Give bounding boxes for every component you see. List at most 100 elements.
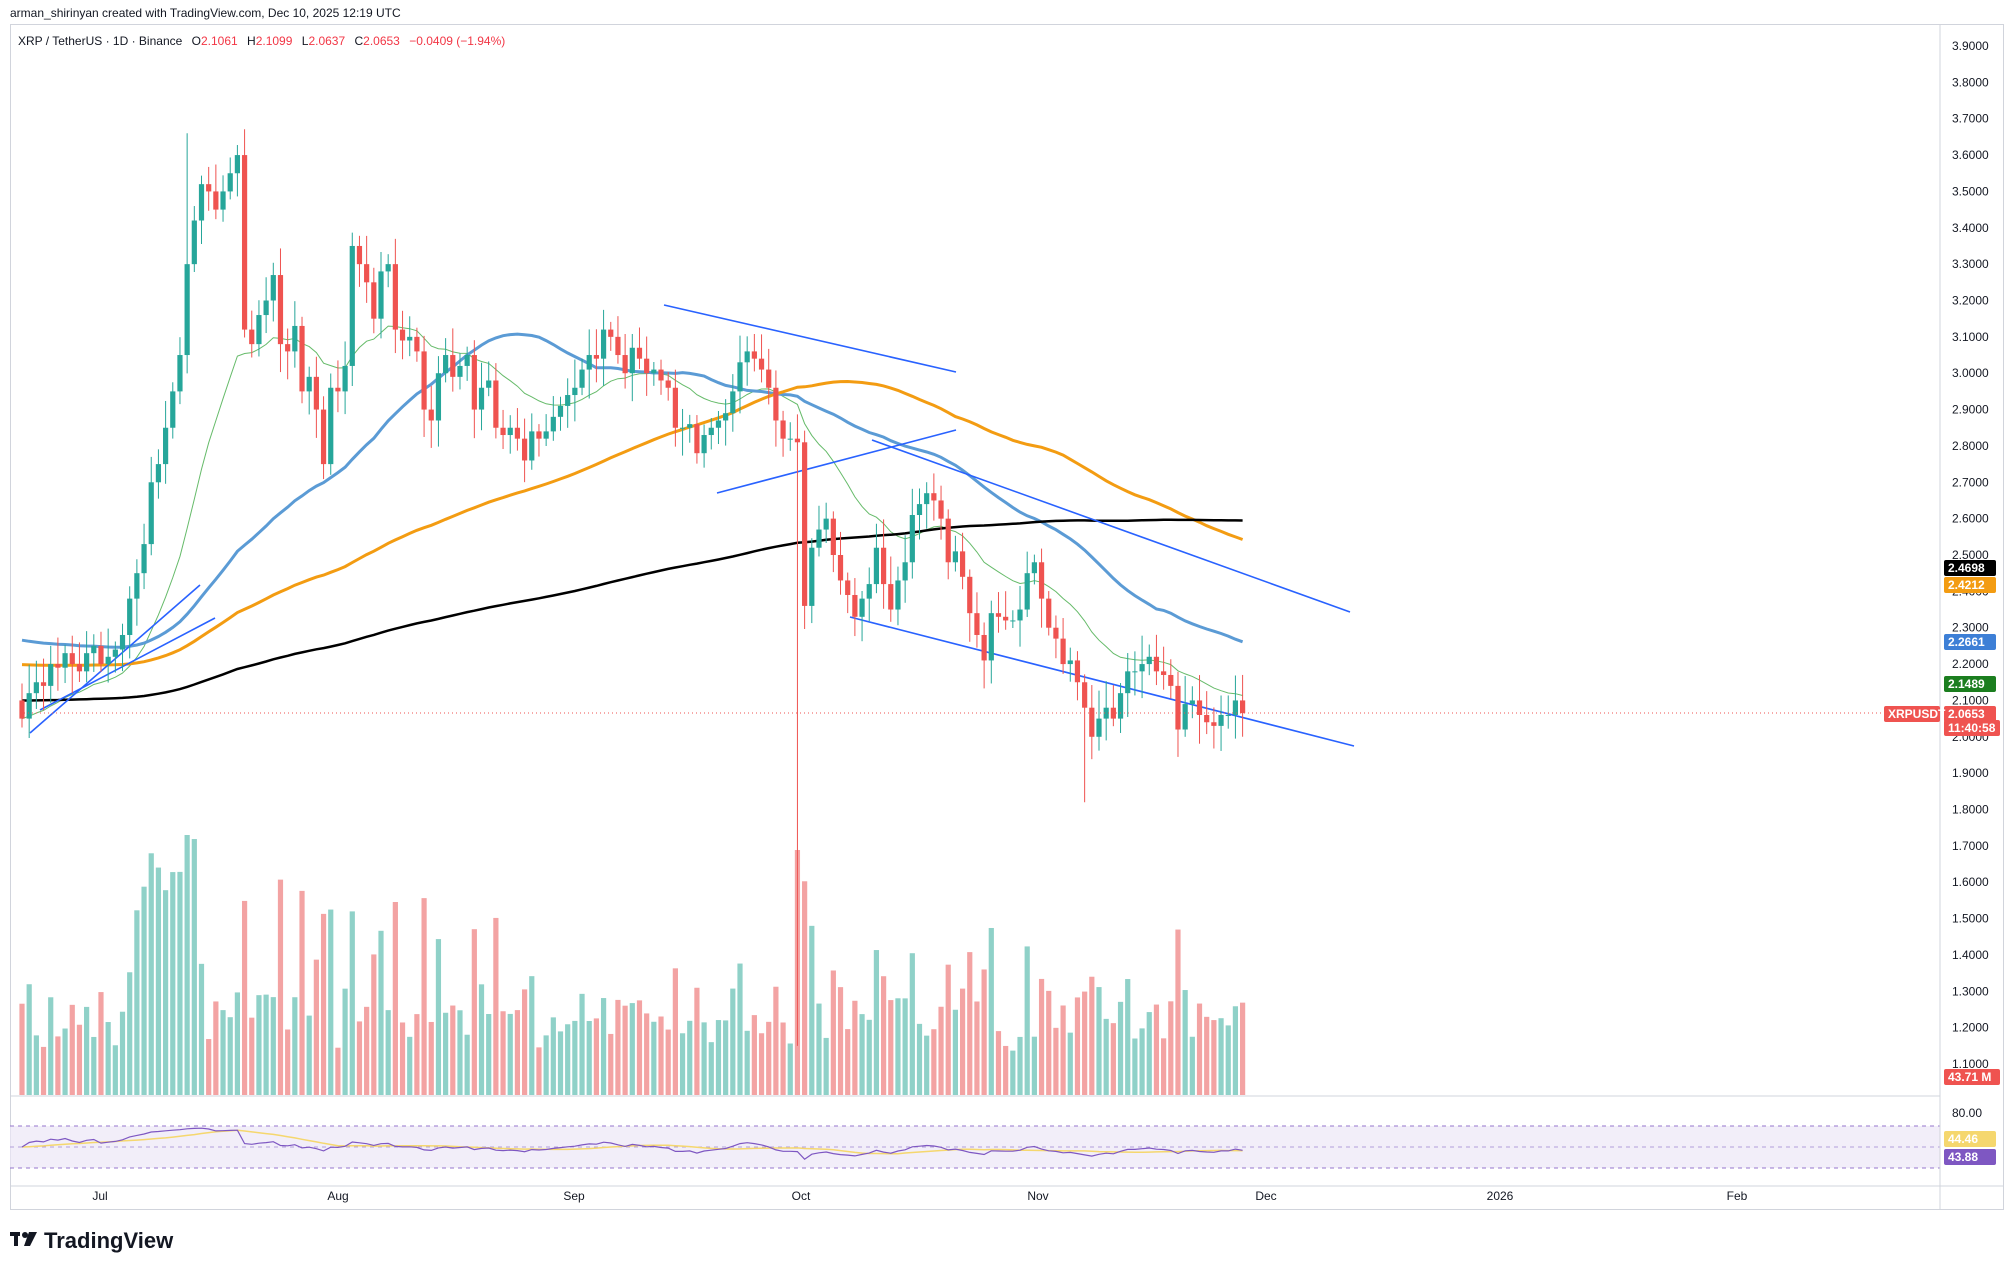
candle-body — [758, 358, 765, 370]
candle-body — [1103, 707, 1109, 719]
candle-body — [320, 409, 327, 465]
volume-bar — [514, 1010, 521, 1095]
candle-body — [1003, 616, 1009, 621]
candle-body — [356, 245, 363, 265]
candle-body — [177, 355, 183, 392]
volume-bar — [557, 1031, 564, 1095]
volume-bar — [1175, 929, 1181, 1095]
rsi-badge-bg — [1944, 1149, 1996, 1165]
candle-body — [342, 365, 348, 392]
candle-body — [852, 594, 858, 617]
volume-bar — [277, 879, 284, 1095]
candle-body — [220, 191, 226, 210]
candle-body — [170, 391, 176, 428]
tradingview-brand[interactable]: TradingView — [10, 1228, 173, 1254]
price-tick-label: 1.7000 — [1952, 839, 1989, 853]
candle-body — [1139, 664, 1145, 672]
volume-bar — [306, 1015, 312, 1095]
volume-bar — [1003, 1045, 1009, 1095]
price-tick-label: 3.1000 — [1952, 330, 1989, 344]
volume-bar — [163, 890, 169, 1095]
candle-body — [1110, 707, 1116, 719]
volume-bar — [1225, 1025, 1231, 1095]
candle-body — [127, 598, 133, 635]
sma200-badge-bg — [1944, 560, 1996, 576]
price-tick-label: 3.9000 — [1952, 39, 1989, 53]
volume-bar — [500, 1011, 506, 1095]
volume-bar — [802, 881, 808, 1095]
candle-body — [141, 544, 147, 574]
volume-bar — [644, 1013, 650, 1095]
volume-bar — [26, 984, 32, 1095]
candle-body — [1175, 685, 1181, 730]
volume-bar — [19, 1003, 25, 1095]
volume-bar — [349, 911, 355, 1095]
time-tick-label: Aug — [327, 1189, 348, 1203]
volume-bar — [780, 1022, 786, 1095]
candle-body — [572, 387, 578, 396]
candle-body — [967, 576, 973, 614]
volume-bar — [751, 1015, 757, 1095]
volume-bar — [428, 1021, 434, 1095]
volume-bar — [715, 1020, 722, 1095]
candle-body — [435, 373, 442, 421]
volume-bar — [816, 1003, 822, 1095]
candle-body — [48, 664, 54, 686]
candle-body — [184, 264, 190, 356]
volume-bar — [615, 999, 621, 1095]
time-tick-label: Dec — [1255, 1189, 1276, 1203]
candle-body — [737, 362, 743, 392]
candle-body — [565, 395, 571, 406]
volume-bar — [234, 992, 240, 1095]
candle-body — [909, 515, 915, 563]
volume-bar — [385, 1010, 391, 1095]
volume-bar — [392, 902, 398, 1095]
volume-bar — [478, 984, 485, 1095]
candle-body — [1074, 660, 1081, 683]
volume-bar — [371, 954, 377, 1095]
volume-bar — [873, 950, 880, 1095]
trendline — [849, 616, 1355, 747]
volume-bar — [787, 1043, 793, 1095]
volume-bar — [522, 989, 528, 1095]
volume-bar — [658, 1016, 664, 1095]
time-tick-label: Oct — [792, 1189, 811, 1203]
candle-body — [249, 329, 255, 345]
price-tick-label: 1.9000 — [1952, 766, 1989, 780]
volume-bar — [1146, 1012, 1152, 1095]
volume-bar — [1060, 1005, 1066, 1095]
price-tick-label: 2.5000 — [1952, 548, 1989, 562]
volume-bar — [457, 1010, 463, 1095]
volume-bar — [565, 1024, 571, 1095]
volume-bar — [586, 1020, 592, 1095]
candle-body — [26, 693, 32, 719]
volume-bar — [220, 1010, 226, 1095]
volume-bar — [299, 890, 305, 1095]
candle-body — [1161, 671, 1167, 675]
volume-bar — [1168, 1001, 1174, 1095]
candle-body — [723, 413, 729, 421]
volume-bar — [773, 986, 779, 1095]
time-tick-label: Feb — [1727, 1189, 1748, 1203]
volume-bar — [263, 994, 269, 1095]
volume-bar — [909, 953, 915, 1095]
price-tick-label: 3.7000 — [1952, 112, 1989, 126]
candle-body — [292, 325, 298, 352]
candle-body — [378, 271, 384, 319]
volume-bar — [830, 970, 836, 1095]
volume-bar — [1117, 1001, 1124, 1095]
volume-bar — [1082, 991, 1088, 1095]
last-price-badge: 2.0653 — [1948, 707, 1985, 721]
chart-frame — [10, 24, 2004, 1210]
candle-body — [751, 351, 757, 359]
volume-bar — [938, 1006, 944, 1095]
candle-body — [256, 315, 262, 345]
price-tick-label: 3.0000 — [1952, 366, 1989, 380]
volume-bar — [945, 964, 951, 1095]
last-price-badge-bg — [1944, 706, 1996, 722]
volume-bar — [1103, 1018, 1109, 1095]
volume-bar — [378, 930, 384, 1095]
volume-bar — [148, 853, 154, 1095]
volume-bar — [450, 1005, 456, 1095]
